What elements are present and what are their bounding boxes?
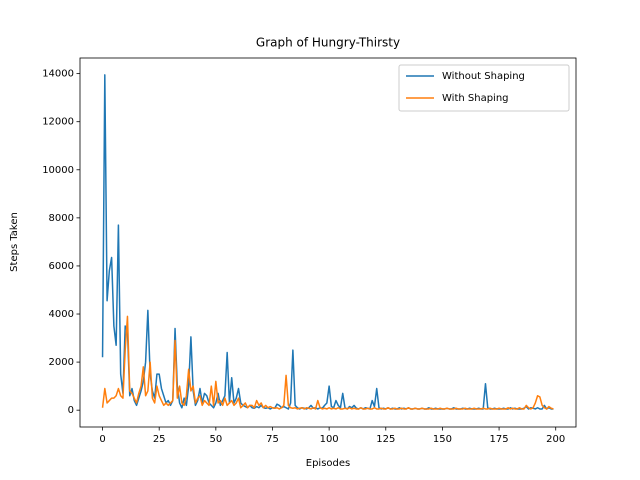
x-tick-label: 200 bbox=[546, 434, 565, 445]
y-tick-label: 14000 bbox=[42, 69, 74, 80]
chart-title: Graph of Hungry-Thirsty bbox=[256, 36, 400, 50]
y-tick-label: 12000 bbox=[42, 117, 74, 128]
x-tick-label: 125 bbox=[376, 434, 395, 445]
y-tick-label: 4000 bbox=[49, 309, 74, 320]
x-tick-label: 0 bbox=[99, 434, 105, 445]
y-tick-label: 10000 bbox=[42, 165, 74, 176]
legend-label: Without Shaping bbox=[442, 71, 525, 82]
x-tick-label: 175 bbox=[490, 434, 509, 445]
x-tick-label: 150 bbox=[433, 434, 452, 445]
legend-label: With Shaping bbox=[442, 93, 509, 104]
x-axis-label: Episodes bbox=[306, 458, 350, 469]
y-axis-label: Steps Taken bbox=[9, 212, 20, 272]
legend-box bbox=[398, 64, 570, 112]
plot-frame bbox=[79, 57, 577, 428]
x-tick-label: 25 bbox=[153, 434, 166, 445]
x-tick-label: 100 bbox=[320, 434, 339, 445]
y-tick-label: 2000 bbox=[49, 357, 74, 368]
x-tick-label: 75 bbox=[266, 434, 279, 445]
y-tick-label: 0 bbox=[68, 405, 74, 416]
x-tick-label: 50 bbox=[209, 434, 222, 445]
line-series bbox=[101, 315, 554, 410]
y-tick-label: 6000 bbox=[49, 261, 74, 272]
y-tick-label: 8000 bbox=[49, 213, 74, 224]
